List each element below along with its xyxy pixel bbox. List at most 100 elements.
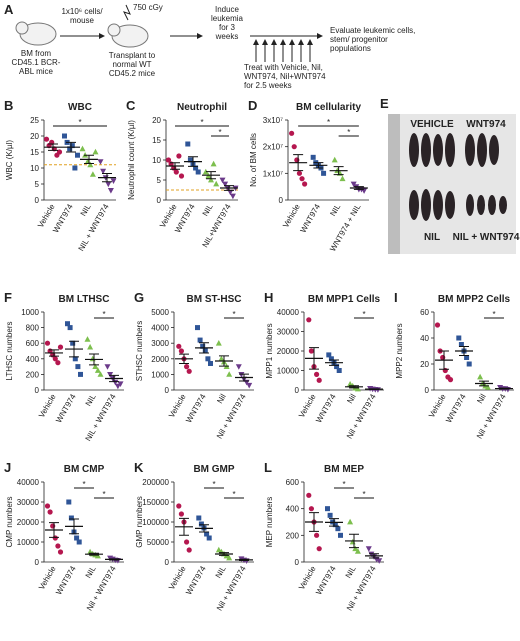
data-point: [204, 531, 210, 537]
significance-label: *: [82, 480, 85, 489]
y-tick-label: 25: [30, 116, 39, 125]
y-tick-label: 30000: [17, 498, 40, 507]
x-tick-label: Nil: [215, 392, 228, 405]
x-tick-label: Vehicle: [297, 564, 318, 591]
x-tick-label: NIL: [84, 392, 98, 408]
y-tick-label: 5: [157, 176, 162, 185]
data-point: [206, 535, 212, 541]
x-tick-label: NIL: [344, 564, 358, 580]
y-tick-label: 600: [26, 339, 40, 348]
data-point: [226, 371, 233, 377]
y-tick-label: 400: [286, 505, 300, 514]
error-bar: [333, 166, 344, 176]
data-point: [110, 178, 117, 184]
data-point: [97, 159, 104, 165]
data-point: [186, 547, 192, 553]
data-point: [57, 549, 64, 555]
data-point: [50, 523, 56, 529]
significance-label: *: [232, 490, 235, 499]
radiation-icon: [123, 4, 131, 21]
panel-letter: E: [380, 96, 389, 111]
y-tick-label: 0: [295, 558, 300, 567]
y-tick-label: 20: [30, 132, 39, 141]
data-point: [43, 136, 50, 142]
error-bar: [188, 156, 198, 167]
data-point: [205, 356, 211, 362]
radiation-text: 750 cGy: [133, 3, 163, 12]
chart-panel: G BM ST-HSC STHSC numbers 0 1000 2000 3000 4000…: [134, 290, 254, 440]
data-point: [227, 189, 234, 196]
y-tick-label: 20: [152, 116, 161, 125]
x-tick-label: WNT974: [299, 202, 323, 234]
chart-title: BM CMP: [64, 464, 105, 475]
error-bar: [89, 552, 99, 556]
data-point: [107, 188, 114, 194]
significance-label: *: [232, 310, 235, 319]
data-point: [69, 143, 75, 149]
data-point: [187, 157, 193, 163]
y-tick-label: 5000: [151, 308, 169, 317]
data-point: [294, 157, 300, 163]
data-point: [306, 317, 312, 323]
y-tick-label: 10000: [17, 538, 40, 547]
error-bar: [49, 349, 59, 357]
y-tick-label: 150000: [142, 498, 169, 507]
data-point: [198, 521, 204, 527]
y-tick-label: 20000: [17, 518, 40, 527]
error-bar: [219, 552, 229, 556]
treat-text: Treat with Vehicle, Nil, WNT974, Nil+WNT9…: [244, 63, 326, 90]
data-point: [365, 546, 372, 552]
data-point: [447, 377, 454, 383]
data-point: [308, 506, 314, 512]
data-point: [349, 538, 356, 545]
chart-title: BM LTHSC: [59, 294, 110, 305]
x-tick-label: NIL: [201, 202, 215, 218]
axis: [43, 120, 116, 201]
data-point: [332, 522, 338, 528]
y-tick-label: 800: [26, 324, 40, 333]
x-tick-label: Vehicle: [427, 392, 448, 419]
data-point: [67, 146, 73, 152]
data-point: [442, 367, 448, 374]
significance-label: *: [102, 310, 105, 319]
data-point: [70, 340, 76, 346]
data-point: [100, 168, 107, 175]
y-axis-label: CMP numbers: [5, 497, 14, 548]
x-tick-label: Nil: [475, 392, 488, 405]
data-point: [47, 509, 53, 515]
error-bar: [219, 355, 229, 367]
data-point: [316, 377, 322, 383]
significance-label: *: [200, 118, 203, 127]
data-point: [354, 385, 361, 392]
data-point: [92, 148, 99, 155]
data-point: [185, 141, 191, 147]
y-tick-label: 200: [286, 531, 300, 540]
photo-label: NIL + WNT974: [453, 232, 520, 243]
x-tick-label: Vehicle: [37, 564, 58, 591]
data-point: [334, 364, 340, 370]
data-point: [352, 545, 359, 552]
data-point: [215, 340, 222, 346]
photo-label: NIL: [424, 232, 440, 243]
chart-title: BM GMP: [193, 464, 234, 475]
error-bar: [309, 347, 319, 370]
chart-title: BM MEP: [324, 464, 364, 475]
x-tick-label: WNT974: [184, 564, 208, 596]
transplant-text: Transplant to normal WT CD45.2 mice: [109, 51, 156, 78]
error-bar: [353, 186, 364, 190]
panel-letter: F: [4, 290, 12, 305]
y-tick-label: 30000: [277, 328, 300, 337]
data-point: [299, 176, 305, 182]
y-axis-label: LTHSC numbers: [5, 322, 14, 381]
chart-panel: C Neutrophil Neutrophil count (K/µl) 0 5 10 15…: [126, 98, 239, 249]
panel-letter: K: [134, 460, 144, 475]
data-point: [196, 515, 202, 521]
data-point: [202, 168, 209, 175]
error-bar: [170, 162, 180, 170]
y-tick-label: 0: [295, 386, 300, 395]
data-point: [178, 511, 184, 517]
data-point: [289, 130, 295, 136]
error-bar: [459, 345, 469, 357]
y-tick-label: 0: [35, 386, 40, 395]
